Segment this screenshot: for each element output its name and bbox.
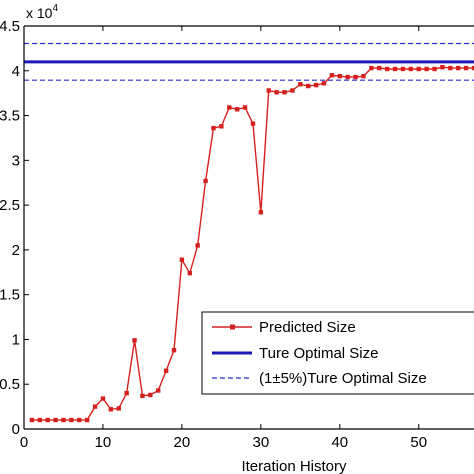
tolerance-band-lines bbox=[24, 42, 474, 81]
y-tick-label: 0 bbox=[12, 421, 20, 438]
predicted-point bbox=[242, 105, 248, 110]
predicted-point bbox=[369, 65, 374, 71]
predicted-point bbox=[432, 66, 437, 72]
predicted-point bbox=[227, 105, 232, 110]
predicted-point bbox=[61, 417, 66, 423]
predicted-point bbox=[234, 107, 240, 112]
predicted-series-group bbox=[29, 64, 474, 423]
predicted-point bbox=[345, 74, 350, 80]
predicted-point bbox=[448, 65, 453, 71]
predicted-point bbox=[258, 210, 264, 215]
y-axis-multiplier: x 104 bbox=[26, 3, 58, 21]
predicted-point bbox=[313, 82, 319, 88]
predicted-point bbox=[274, 90, 279, 95]
predicted-point bbox=[456, 65, 461, 71]
predicted-point bbox=[148, 392, 153, 398]
predicted-point bbox=[306, 83, 311, 89]
x-tick-label: 20 bbox=[174, 434, 191, 451]
predicted-point bbox=[156, 388, 161, 393]
y-tick-label: 3.5 bbox=[0, 108, 20, 125]
y-tick-label: 3 bbox=[12, 152, 20, 169]
predicted-point bbox=[329, 73, 335, 78]
predicted-point bbox=[337, 73, 342, 79]
predicted-point bbox=[116, 406, 121, 411]
predicted-point bbox=[37, 417, 42, 423]
legend-label-optimal: Ture Optimal Size bbox=[259, 345, 378, 362]
predicted-point bbox=[361, 73, 366, 79]
predicted-point bbox=[377, 65, 382, 71]
x-tick-label: 0 bbox=[20, 434, 28, 451]
predicted-point bbox=[100, 396, 106, 401]
predicted-point bbox=[298, 82, 303, 87]
predicted-point bbox=[187, 270, 192, 276]
predicted-point bbox=[321, 81, 327, 86]
predicted-point bbox=[132, 338, 137, 343]
predicted-point bbox=[53, 417, 58, 423]
predicted-point bbox=[463, 65, 469, 71]
ticks-group: 0 10 20 30 40 50 0 0.5 1 1.5 2 2.5 3 3.5 4 4.5 bbox=[0, 18, 427, 451]
predicted-point bbox=[69, 417, 74, 423]
axes-frame bbox=[23, 25, 474, 430]
predicted-point bbox=[211, 125, 216, 131]
y-tick-label: 4.5 bbox=[0, 18, 20, 35]
predicted-point bbox=[124, 390, 129, 396]
predicted-point bbox=[408, 66, 414, 72]
y-tick-label: 0.5 bbox=[0, 376, 20, 393]
legend-label-predicted: Predicted Size bbox=[259, 319, 356, 336]
predicted-point bbox=[29, 417, 35, 423]
legend-marker-predicted bbox=[230, 324, 235, 330]
predicted-point bbox=[353, 74, 358, 80]
x-axis-label: Iteration History bbox=[241, 458, 347, 474]
legend: Predicted Size Ture Optimal Size (1±5%)Tur… bbox=[201, 311, 474, 395]
multiplier-base: x 10 bbox=[26, 5, 53, 21]
predicted-point bbox=[471, 65, 474, 71]
x-tick-label: 10 bbox=[95, 434, 112, 451]
predicted-point bbox=[384, 66, 390, 72]
predicted-point bbox=[266, 88, 271, 93]
predicted-point bbox=[440, 64, 445, 70]
predicted-point bbox=[219, 124, 224, 129]
predicted-point bbox=[424, 66, 429, 72]
predicted-point bbox=[171, 347, 177, 353]
y-tick-label: 1.5 bbox=[0, 287, 20, 304]
x-tick-label: 30 bbox=[252, 434, 269, 451]
predicted-point bbox=[84, 417, 90, 423]
legend-label-tolerance: (1±5%)Ture Optimal Size bbox=[259, 370, 427, 387]
predicted-point bbox=[400, 66, 406, 72]
predicted-point bbox=[45, 417, 50, 423]
predicted-point bbox=[290, 88, 295, 93]
multiplier-exponent: 4 bbox=[52, 3, 58, 14]
predicted-point bbox=[179, 257, 185, 262]
predicted-point bbox=[92, 404, 98, 409]
predicted-point bbox=[108, 407, 114, 412]
predicted-point bbox=[250, 121, 256, 126]
x-tick-label: 40 bbox=[331, 434, 348, 451]
predicted-point bbox=[282, 90, 287, 95]
x-tick-label: 50 bbox=[410, 434, 427, 451]
y-tick-label: 4 bbox=[12, 63, 20, 80]
predicted-point bbox=[392, 66, 398, 72]
predicted-point bbox=[77, 417, 82, 423]
predicted-point bbox=[203, 178, 208, 184]
predicted-point bbox=[140, 393, 145, 399]
y-tick-label: 1 bbox=[12, 331, 20, 348]
predicted-point bbox=[416, 66, 421, 72]
predicted-point bbox=[163, 368, 169, 373]
predicted-point bbox=[195, 243, 200, 248]
y-tick-label: 2.5 bbox=[0, 197, 20, 214]
y-tick-label: 2 bbox=[12, 242, 20, 259]
